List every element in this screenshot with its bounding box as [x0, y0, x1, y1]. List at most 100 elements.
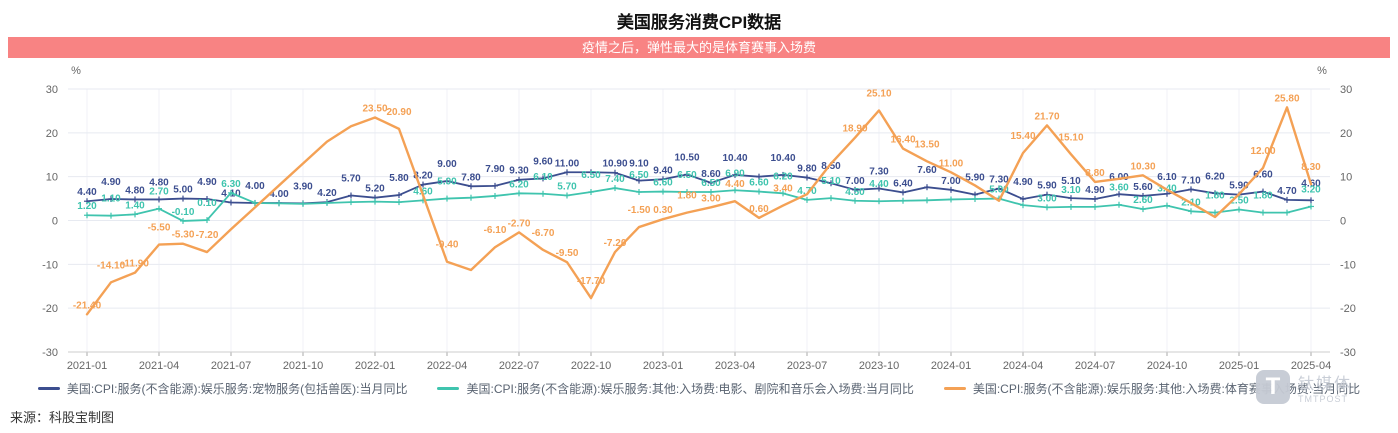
svg-text:10.30: 10.30: [1130, 161, 1155, 172]
svg-text:8.50: 8.50: [821, 161, 841, 172]
legend-label: 美国:CPI:服务(不含能源):娱乐服务:宠物服务(包括兽医):当月同比: [66, 382, 408, 396]
svg-text:3.40: 3.40: [773, 184, 793, 195]
svg-text:0: 0: [1340, 216, 1346, 228]
legend-label: 美国:CPI:服务(不含能源):娱乐服务:其他:入场费:电影、剧院和音乐会入场费…: [466, 382, 914, 396]
svg-text:2022-04: 2022-04: [427, 360, 467, 372]
svg-text:6.50: 6.50: [677, 170, 697, 181]
svg-text:10.40: 10.40: [770, 153, 795, 164]
svg-text:2.60: 2.60: [1133, 195, 1153, 206]
svg-text:2024-07: 2024-07: [1075, 360, 1115, 372]
svg-text:-9.40: -9.40: [436, 240, 459, 251]
svg-text:21.70: 21.70: [1034, 111, 1059, 122]
legend-line-swatch: [437, 387, 460, 390]
svg-text:5.00: 5.00: [989, 185, 1009, 196]
legend-item-movie-theater-admission[interactable]: 美国:CPI:服务(不含能源):娱乐服务:其他:入场费:电影、剧院和音乐会入场费…: [437, 380, 914, 397]
svg-text:8.80: 8.80: [1085, 168, 1105, 179]
svg-text:4.90: 4.90: [101, 177, 121, 188]
svg-text:6.20: 6.20: [1205, 171, 1225, 182]
svg-text:25.80: 25.80: [1274, 93, 1299, 104]
svg-text:9.10: 9.10: [629, 159, 649, 170]
svg-text:10.40: 10.40: [722, 153, 747, 164]
svg-text:9.00: 9.00: [437, 159, 457, 170]
svg-text:9.40: 9.40: [653, 165, 673, 176]
svg-text:6.50: 6.50: [629, 170, 649, 181]
svg-text:6.60: 6.60: [1253, 170, 1273, 181]
svg-text:2.70: 2.70: [149, 187, 169, 198]
svg-text:2025-01: 2025-01: [1219, 360, 1259, 372]
svg-text:30: 30: [1340, 84, 1352, 96]
svg-text:4.70: 4.70: [1277, 186, 1297, 197]
svg-text:2024-01: 2024-01: [931, 360, 971, 372]
svg-text:0.30: 0.30: [653, 205, 673, 216]
svg-text:-10: -10: [1340, 259, 1356, 271]
subtitle-banner: 疫情之后，弹性最大的是体育赛事入场费: [8, 37, 1390, 58]
svg-text:1.20: 1.20: [77, 201, 97, 212]
svg-text:20.90: 20.90: [386, 107, 411, 118]
chart-legend: 美国:CPI:服务(不含能源):娱乐服务:宠物服务(包括兽医):当月同比 美国:…: [0, 380, 1398, 397]
svg-text:-5.50: -5.50: [148, 223, 171, 234]
svg-text:2022-10: 2022-10: [571, 360, 611, 372]
logo-name-cn: 钛媒体: [1297, 376, 1352, 393]
logo-name-en: TMTPOST: [1297, 394, 1348, 404]
svg-text:6.60: 6.60: [749, 178, 769, 189]
svg-text:6.30: 6.30: [221, 179, 241, 190]
svg-text:-21.40: -21.40: [73, 300, 102, 311]
svg-text:4.40: 4.40: [725, 179, 745, 190]
svg-text:16.40: 16.40: [890, 135, 915, 146]
svg-text:6.40: 6.40: [893, 178, 913, 189]
svg-text:13.50: 13.50: [914, 139, 939, 150]
svg-text:-30: -30: [42, 347, 58, 359]
svg-text:2021-04: 2021-04: [139, 360, 179, 372]
svg-text:%: %: [1317, 65, 1327, 77]
svg-text:10: 10: [46, 172, 58, 184]
svg-text:7.10: 7.10: [1181, 175, 1201, 186]
svg-text:5.90: 5.90: [965, 173, 985, 184]
svg-text:9.60: 9.60: [533, 156, 553, 167]
svg-text:-6.10: -6.10: [484, 225, 507, 236]
svg-text:-7.20: -7.20: [196, 230, 219, 241]
svg-text:15.40: 15.40: [1010, 131, 1035, 142]
svg-text:-17.70: -17.70: [577, 276, 606, 287]
svg-text:4.40: 4.40: [869, 179, 889, 190]
svg-text:-5.30: -5.30: [172, 230, 195, 241]
svg-text:5.00: 5.00: [437, 177, 457, 188]
svg-text:6.20: 6.20: [509, 179, 529, 190]
svg-text:7.30: 7.30: [989, 175, 1009, 186]
svg-text:3.10: 3.10: [1061, 185, 1081, 196]
svg-text:-30: -30: [1340, 347, 1356, 359]
legend-item-pet-services[interactable]: 美国:CPI:服务(不含能源):娱乐服务:宠物服务(包括兽医):当月同比: [37, 380, 408, 397]
svg-text:9.80: 9.80: [797, 164, 817, 175]
legend-line-swatch: [943, 387, 966, 390]
svg-text:3.20: 3.20: [1301, 184, 1321, 195]
svg-text:6.10: 6.10: [1157, 172, 1177, 183]
tmtpost-watermark: T 钛媒体 TMTPOST: [1255, 370, 1352, 404]
svg-text:4.80: 4.80: [125, 185, 145, 196]
svg-text:%: %: [71, 65, 81, 77]
svg-text:2023-10: 2023-10: [859, 360, 899, 372]
svg-text:4.40: 4.40: [77, 187, 97, 198]
svg-text:4.00: 4.00: [269, 189, 289, 200]
svg-text:7.30: 7.30: [869, 167, 889, 178]
svg-text:6.90: 6.90: [725, 168, 745, 179]
svg-text:23.50: 23.50: [362, 103, 387, 114]
svg-text:9.30: 9.30: [509, 166, 529, 177]
svg-text:18.90: 18.90: [842, 124, 867, 135]
svg-text:10: 10: [1340, 172, 1352, 184]
svg-text:8.20: 8.20: [413, 171, 433, 182]
svg-text:-6.70: -6.70: [532, 228, 555, 239]
svg-text:-2.70: -2.70: [508, 218, 531, 229]
svg-text:2023-04: 2023-04: [715, 360, 755, 372]
svg-text:0.10: 0.10: [197, 198, 217, 209]
svg-text:3.00: 3.00: [1037, 193, 1057, 204]
svg-text:2021-10: 2021-10: [283, 360, 323, 372]
tmtpost-logo-icon: T: [1255, 370, 1290, 404]
svg-text:6.60: 6.60: [653, 178, 673, 189]
svg-text:5.10: 5.10: [1061, 176, 1081, 187]
legend-line-swatch: [37, 387, 60, 390]
svg-text:2021-01: 2021-01: [67, 360, 107, 372]
svg-text:1.80: 1.80: [1253, 191, 1273, 202]
svg-text:7.00: 7.00: [941, 176, 961, 187]
svg-text:2021-07: 2021-07: [211, 360, 251, 372]
svg-text:6.20: 6.20: [773, 171, 793, 182]
